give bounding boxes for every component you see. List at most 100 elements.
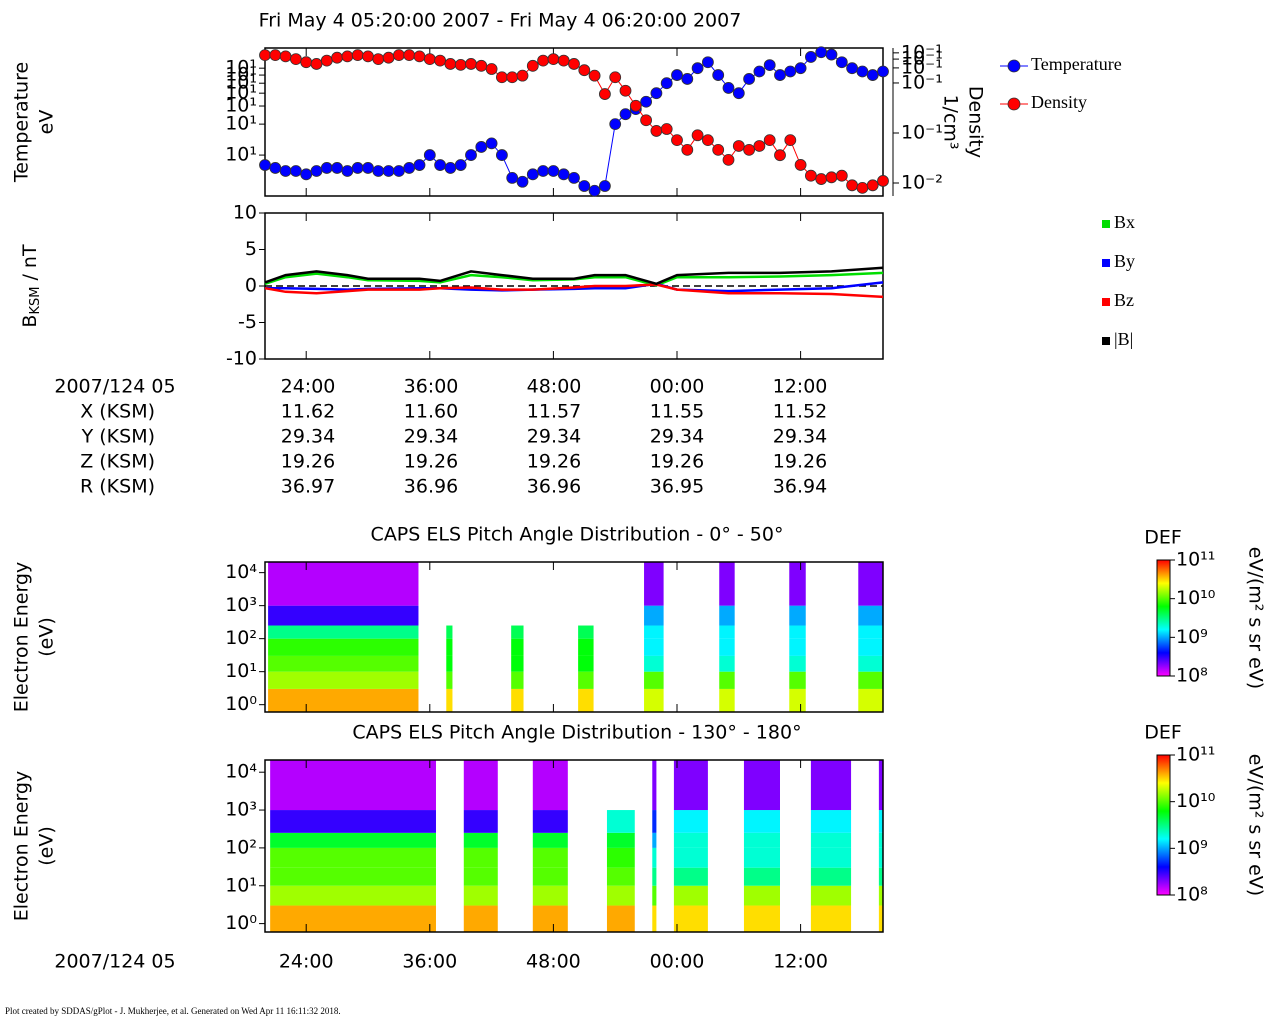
heatmap-cell <box>789 688 806 712</box>
legend-label: Temperature <box>1031 54 1122 74</box>
heatmap-cell <box>878 867 883 886</box>
marker <box>557 168 570 181</box>
marker <box>557 54 570 67</box>
marker <box>485 137 498 150</box>
heatmap-cell <box>719 671 735 689</box>
y-tick-label: 5 <box>245 238 257 260</box>
colorbar <box>1156 559 1171 677</box>
legend-swatch <box>1102 337 1110 345</box>
ephemeris-value: 19.26 <box>404 451 458 473</box>
marker <box>794 159 807 171</box>
heatmap-cell <box>270 810 436 833</box>
marker <box>320 54 333 67</box>
marker <box>691 62 704 75</box>
heatmap-cell <box>878 885 883 906</box>
heatmap-cell <box>463 832 498 848</box>
heatmap-cell <box>858 671 883 689</box>
ephemeris-value: 19.26 <box>527 451 581 473</box>
heatmap-cell <box>270 867 436 886</box>
ephemeris-value: 11.60 <box>404 401 458 423</box>
colorbar-tick-label: 10⁹ <box>1176 626 1208 648</box>
marker <box>259 49 271 62</box>
chart-title: CAPS ELS Pitch Angle Distribution - 0° -… <box>371 524 784 546</box>
marker <box>588 69 601 82</box>
y-tick-label: 10¹ <box>225 82 257 104</box>
marker <box>640 114 652 127</box>
marker <box>578 180 591 192</box>
marker <box>331 51 344 64</box>
marker <box>671 134 683 147</box>
ephemeris-row-name: R (KSM) <box>80 476 155 498</box>
heatmap-cell <box>268 605 419 626</box>
marker <box>300 56 313 69</box>
marker <box>691 129 704 142</box>
ephemeris-value: 29.34 <box>650 426 704 448</box>
marker <box>444 162 457 174</box>
ephemeris-value: 11.55 <box>650 401 704 423</box>
heatmap-cell <box>719 638 735 656</box>
marker <box>856 181 869 194</box>
y-tick-label: 10⁴ <box>225 561 257 583</box>
heatmap-cell <box>719 605 735 626</box>
heatmap-cell <box>789 562 806 606</box>
heatmap-cell <box>578 688 594 712</box>
marker <box>846 179 858 192</box>
marker <box>434 54 447 67</box>
y-tick-label: 10¹ <box>225 144 257 166</box>
marker <box>423 149 436 161</box>
marker <box>259 159 271 171</box>
y2-tick-label: 10⁻¹ <box>901 121 943 143</box>
ephemeris-time: 00:00 <box>650 376 705 398</box>
y2-tick-label: 10⁻¹ <box>901 48 943 70</box>
legend-swatch <box>1102 259 1110 267</box>
marker <box>362 162 374 174</box>
ephemeris-value: 19.26 <box>773 451 827 473</box>
y-tick-label: 0 <box>245 275 257 297</box>
legend-swatch <box>1102 298 1110 306</box>
marker <box>599 88 611 100</box>
heatmap-cell <box>858 655 883 672</box>
colorbar-tick-label: 10¹¹ <box>1176 744 1215 766</box>
heatmap-cell <box>810 810 852 833</box>
marker <box>495 71 508 84</box>
y-tick-label: 10¹ <box>225 113 257 135</box>
heatmap-cell <box>644 562 664 606</box>
y2-tick-label: 10⁻² <box>901 172 943 194</box>
marker <box>599 180 611 192</box>
legend-marker <box>1007 97 1021 111</box>
marker <box>671 69 683 81</box>
marker <box>516 69 529 82</box>
series-line <box>264 266 884 286</box>
ephemeris-value: 29.34 <box>404 426 458 448</box>
y-tick-label: 10³ <box>225 799 257 821</box>
marker <box>537 54 549 67</box>
heatmap-cell <box>789 638 806 656</box>
marker <box>423 53 436 65</box>
heatmap-cell <box>789 671 806 689</box>
y-tick-label: 10¹ <box>225 660 257 682</box>
ephemeris-value: 36.96 <box>527 476 581 498</box>
colorbar-unit: eV/(m² s sr eV) <box>1245 547 1267 689</box>
marker <box>578 64 591 77</box>
ephemeris-value: 11.57 <box>527 401 581 423</box>
marker <box>506 71 519 84</box>
x-tick-label: 00:00 <box>650 951 705 973</box>
marker <box>372 53 385 65</box>
heatmap-cell <box>719 562 735 606</box>
y-tick-label: -10 <box>226 348 257 370</box>
y2-tick-label: 10⁻¹ <box>901 41 943 63</box>
page-title: Fri May 4 05:20:00 2007 - Fri May 4 06:2… <box>259 10 742 32</box>
x-tick-label: 36:00 <box>402 951 457 973</box>
marker <box>547 53 560 65</box>
marker <box>506 171 519 184</box>
ephemeris-value: 36.96 <box>404 476 458 498</box>
y-tick-label: 10⁴ <box>225 761 257 783</box>
marker <box>640 95 652 108</box>
ephemeris-time: 36:00 <box>404 376 459 398</box>
legend-marker <box>1007 59 1021 73</box>
heatmap-cell <box>463 847 498 868</box>
marker <box>732 87 745 100</box>
colorbar-tick-label: 10¹⁰ <box>1176 790 1215 812</box>
legend-swatch <box>1102 220 1110 228</box>
marker <box>846 62 858 75</box>
